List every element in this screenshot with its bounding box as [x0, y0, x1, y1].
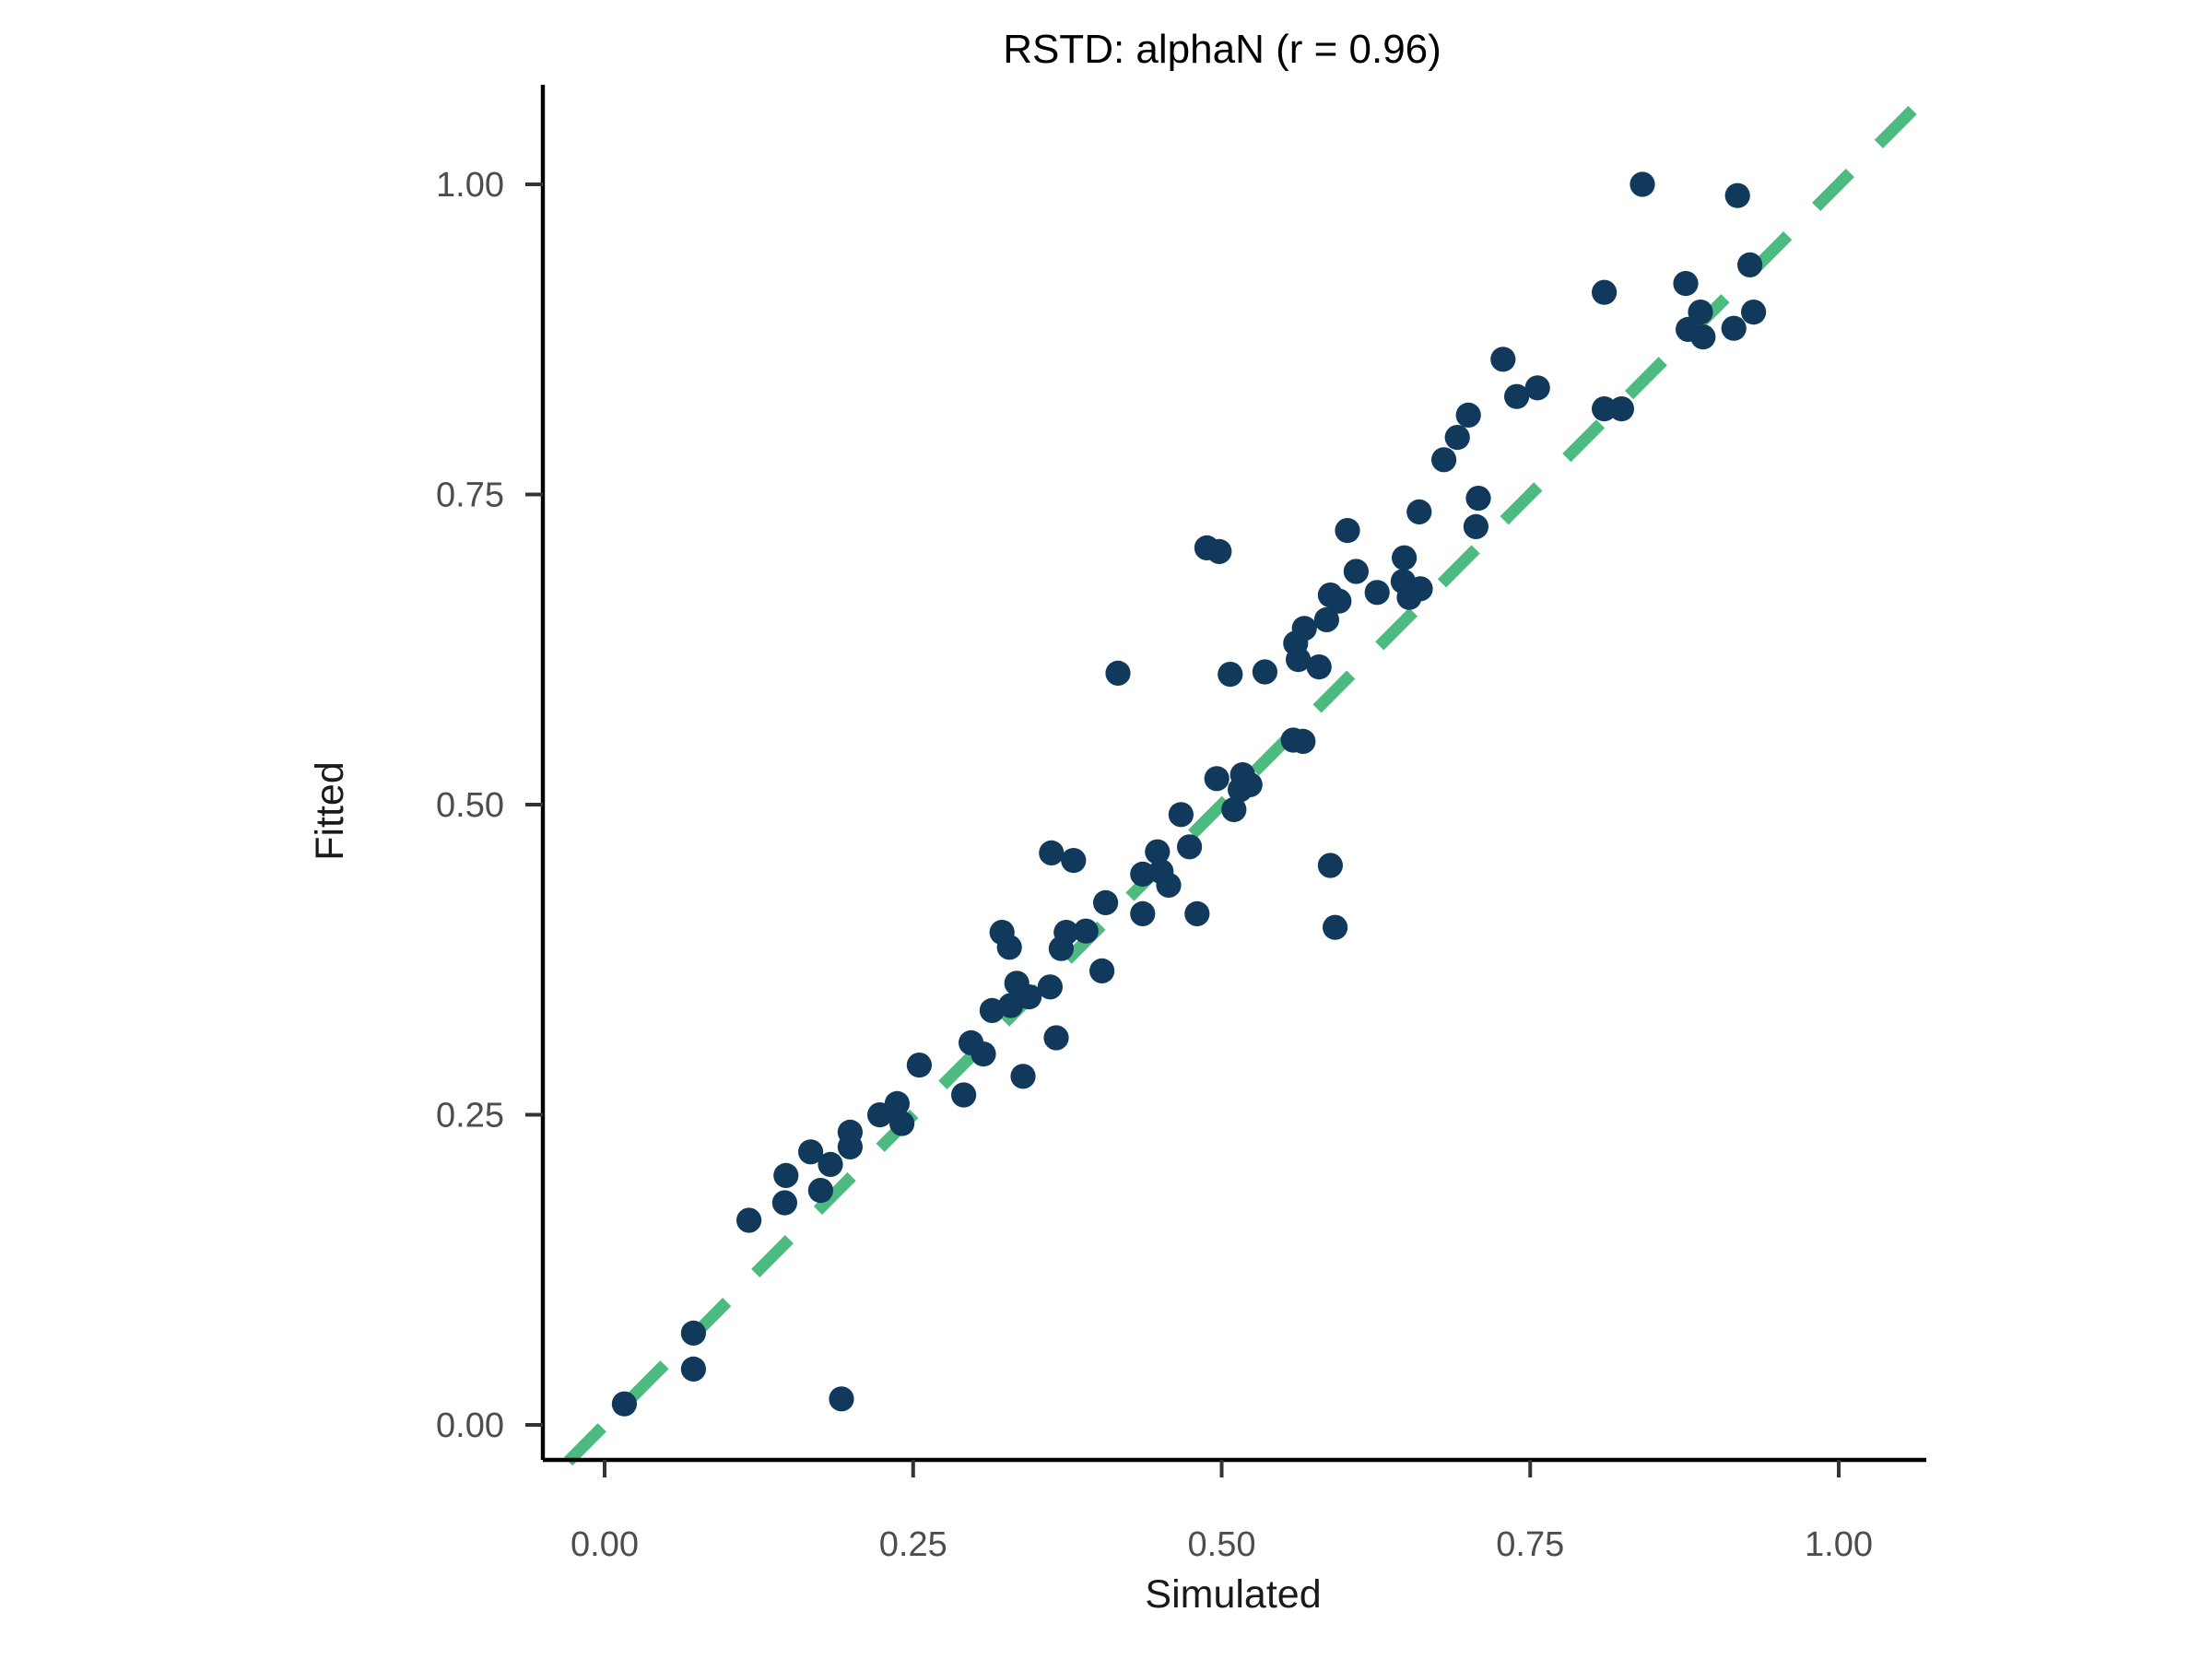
- data-point: [1741, 300, 1767, 325]
- data-point: [1184, 900, 1210, 927]
- data-point: [998, 993, 1024, 1018]
- scatter-points: [611, 171, 1767, 1417]
- data-point: [1043, 1025, 1069, 1051]
- data-point: [1323, 914, 1348, 940]
- data-point: [996, 935, 1022, 960]
- data-point: [1463, 513, 1488, 540]
- data-point: [1688, 300, 1713, 325]
- data-point: [971, 1041, 996, 1067]
- data-point: [773, 1162, 799, 1188]
- data-point: [1465, 486, 1491, 512]
- data-point: [680, 1356, 707, 1382]
- data-point: [611, 1391, 638, 1417]
- x-axis-tick-labels: 0.00 0.25 0.50 0.75 1.00: [571, 1525, 1873, 1564]
- data-point: [1221, 796, 1247, 823]
- data-point: [1406, 499, 1432, 525]
- data-point: [1724, 182, 1750, 208]
- data-point: [1048, 935, 1074, 961]
- data-point: [1286, 647, 1312, 673]
- data-point: [1130, 861, 1156, 888]
- data-point: [1105, 660, 1131, 687]
- chart-title: RSTD: alphaN (r = 0.96): [1003, 27, 1441, 72]
- data-point: [1145, 839, 1171, 865]
- data-point: [1037, 974, 1063, 1000]
- data-point: [680, 1320, 707, 1346]
- data-point: [1093, 889, 1119, 916]
- x-tick-label: 0.25: [879, 1525, 947, 1564]
- data-point: [837, 1134, 864, 1159]
- data-point: [1061, 848, 1087, 874]
- y-tick-label: 0.75: [436, 477, 504, 515]
- data-point: [1721, 315, 1747, 341]
- data-point: [1524, 375, 1550, 401]
- data-point: [1673, 271, 1699, 297]
- y-axis-ticks: [525, 182, 543, 1427]
- data-point: [1630, 171, 1655, 197]
- y-axis: 0.00 0.25 0.50 0.75 1.00: [436, 85, 546, 1460]
- y-tick-label: 0.25: [436, 1097, 504, 1135]
- data-point: [1737, 252, 1763, 277]
- data-point: [1291, 616, 1317, 641]
- data-point: [1326, 588, 1352, 614]
- data-point: [1218, 662, 1243, 688]
- data-point: [1306, 654, 1332, 680]
- data-point: [1364, 580, 1390, 606]
- data-point: [1317, 853, 1343, 878]
- data-point: [951, 1082, 977, 1108]
- x-tick-label: 1.00: [1805, 1525, 1873, 1564]
- data-point: [1592, 279, 1618, 305]
- y-axis-label: Fitted: [308, 761, 352, 861]
- data-point: [884, 1090, 911, 1116]
- data-point: [807, 1178, 834, 1204]
- data-point: [1592, 396, 1618, 422]
- y-axis-tick-labels: 0.00 0.25 0.50 0.75 1.00: [436, 166, 504, 1445]
- data-point: [889, 1111, 915, 1136]
- data-point: [1177, 834, 1203, 860]
- y-tick-label: 1.00: [436, 166, 504, 205]
- data-point: [1313, 606, 1339, 633]
- x-axis: 0.00 0.25 0.50 0.75 1.00: [543, 1457, 1926, 1564]
- x-tick-label: 0.75: [1496, 1525, 1564, 1564]
- data-point: [1343, 559, 1369, 584]
- data-point: [1396, 584, 1422, 610]
- data-point: [1690, 324, 1716, 350]
- data-point: [1455, 402, 1481, 428]
- data-point: [1392, 545, 1418, 571]
- data-point: [1252, 659, 1277, 685]
- data-point: [1290, 728, 1316, 755]
- data-point: [1431, 447, 1457, 473]
- data-point: [1073, 918, 1099, 944]
- data-point: [1228, 777, 1253, 803]
- y-tick-label: 0.00: [436, 1406, 504, 1445]
- data-point: [798, 1139, 824, 1165]
- data-point: [1206, 538, 1232, 565]
- data-point: [771, 1190, 798, 1216]
- data-point: [1130, 900, 1156, 927]
- data-point: [1504, 383, 1530, 409]
- data-point: [1335, 518, 1360, 544]
- data-point: [829, 1386, 854, 1412]
- data-point: [906, 1053, 933, 1078]
- data-point: [1204, 766, 1230, 792]
- data-point: [1089, 958, 1115, 983]
- data-point: [818, 1151, 843, 1177]
- data-point: [1490, 347, 1516, 372]
- data-point: [1608, 396, 1634, 422]
- x-tick-label: 0.00: [571, 1525, 639, 1564]
- y-tick-label: 0.50: [436, 786, 504, 825]
- data-point: [1444, 425, 1470, 451]
- x-axis-label: Simulated: [1145, 1572, 1321, 1617]
- data-point: [1168, 802, 1194, 828]
- data-point: [1039, 840, 1065, 866]
- data-point: [1156, 872, 1182, 899]
- data-point: [1010, 1064, 1036, 1089]
- x-tick-label: 0.50: [1188, 1525, 1256, 1564]
- data-point: [736, 1207, 762, 1233]
- x-axis-ticks: [603, 1460, 1841, 1477]
